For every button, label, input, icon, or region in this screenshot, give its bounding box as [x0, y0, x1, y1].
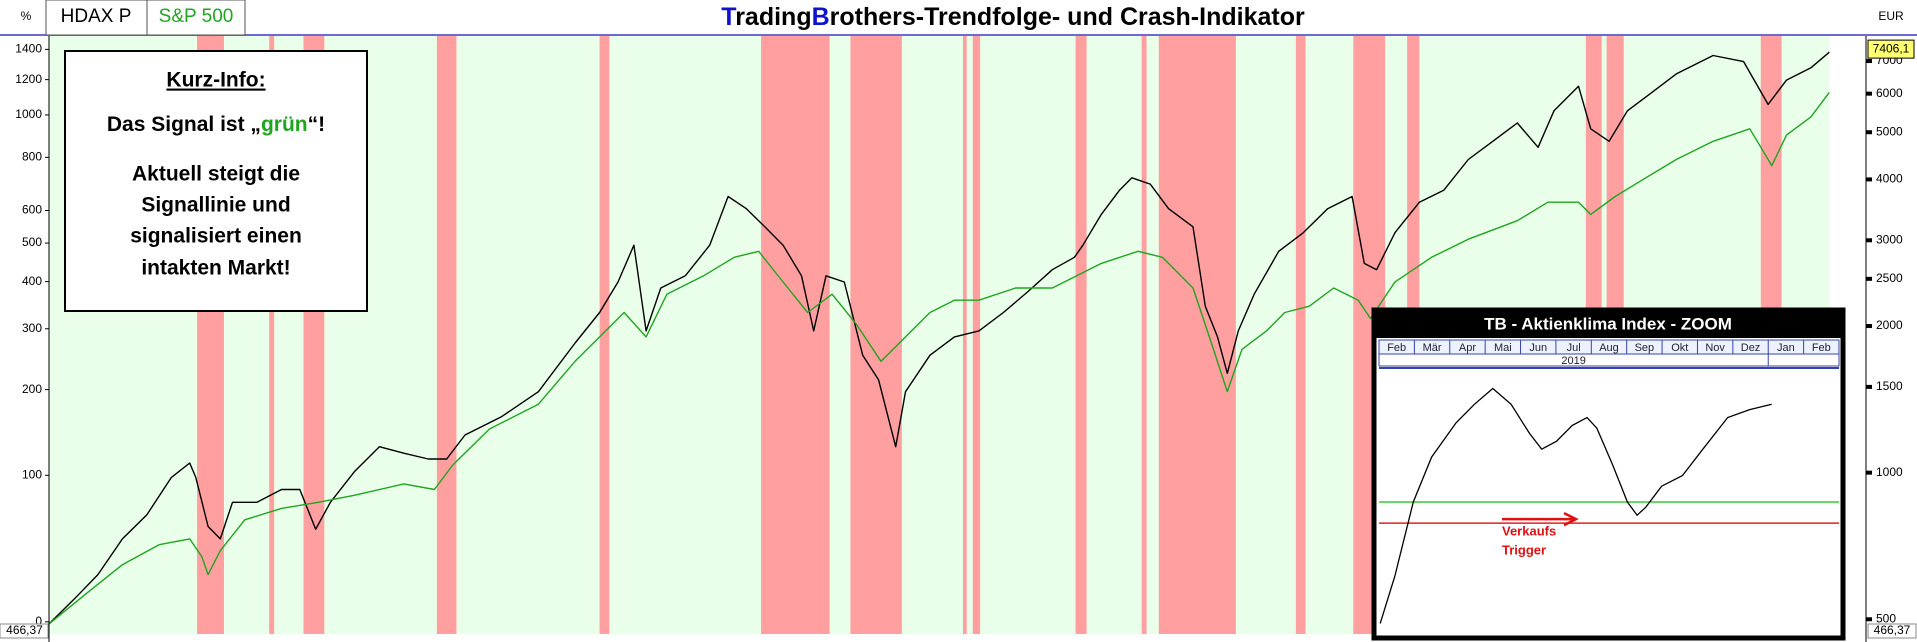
- series-line: [48, 51, 1830, 625]
- last-value-box: [1867, 39, 1915, 59]
- year-row: [1378, 353, 1840, 367]
- bottom-value-box: [1867, 623, 1917, 639]
- signal-part: Das Signal ist „: [107, 113, 261, 136]
- bottom-value-label: 466,37: [1874, 623, 1911, 637]
- month-label: Jun: [1529, 342, 1547, 354]
- y-tick-label: 400: [22, 274, 42, 288]
- y-tick-label: 600: [22, 203, 42, 217]
- series-line: [48, 91, 1830, 625]
- y2-tick-label: 4000: [1876, 172, 1903, 186]
- title-part: B: [812, 3, 830, 31]
- signal-part: grün: [261, 113, 308, 136]
- inset-title-bar: [1374, 310, 1843, 338]
- unit-right: EUR: [1878, 9, 1904, 23]
- y2-tick-label: 1500: [1876, 379, 1903, 393]
- y-tick-label: 1400: [15, 42, 42, 56]
- tab-box[interactable]: [45, 0, 148, 36]
- last-value-label: 7406,1: [1873, 41, 1910, 55]
- crash-band: [1141, 36, 1147, 634]
- info-box: [64, 50, 368, 312]
- title-part: T: [721, 3, 736, 31]
- y-tick-label: 500: [22, 235, 42, 249]
- bottom-value-box: [0, 623, 49, 639]
- y2-tick-label: 1000: [1876, 465, 1903, 479]
- month-label: Dez: [1741, 342, 1761, 354]
- info-line: signalisiert einen: [130, 225, 302, 248]
- crash-band: [599, 36, 610, 634]
- month-label: Mär: [1423, 342, 1442, 354]
- signal-part: “!: [308, 113, 326, 136]
- month-label: Aug: [1599, 342, 1619, 354]
- crash-band: [972, 36, 981, 634]
- month-label: Jul: [1567, 342, 1581, 354]
- y2-tick-label: 3000: [1876, 232, 1903, 246]
- y-tick-label: 1000: [15, 107, 42, 121]
- y-tick-label: 0: [35, 614, 42, 628]
- bottom-value-label: 466,37: [6, 623, 43, 637]
- unit-left: %: [21, 9, 32, 23]
- y2-tick-label: 6000: [1876, 86, 1903, 100]
- inset-chart: TB - Aktienklima Index - ZOOM Feb Mär Apr Ma…: [1371, 307, 1846, 641]
- month-label: Feb: [1387, 342, 1406, 354]
- inset-title: TB - Aktienklima Index - ZOOM: [1484, 314, 1732, 333]
- crash-band: [1075, 36, 1087, 634]
- month-label: Okt: [1671, 342, 1688, 354]
- index-line: [1379, 387, 1772, 624]
- trigger-label: Verkaufs: [1502, 524, 1556, 539]
- y-tick-label: 200: [22, 382, 42, 396]
- y-tick-label: 800: [22, 150, 42, 164]
- month-label: Apr: [1459, 342, 1476, 354]
- y2-tick-label: 2000: [1876, 318, 1903, 332]
- month-label: Feb: [1812, 342, 1831, 354]
- title-part: rading: [735, 3, 811, 31]
- info-signal: Das Signal ist „grün“!: [107, 113, 325, 136]
- crash-band: [1158, 36, 1236, 634]
- y-tick-label: 300: [22, 321, 42, 335]
- tab-label[interactable]: S&P 500: [159, 6, 234, 27]
- right-axis-bg: [1866, 36, 1917, 642]
- y2-tick-label: 500: [1876, 611, 1896, 625]
- month-label: Nov: [1705, 342, 1725, 354]
- crash-band: [269, 36, 275, 634]
- year-label: 2019: [1561, 355, 1585, 367]
- y-tick-label: 100: [22, 467, 42, 481]
- month-label: Jan: [1777, 342, 1795, 354]
- title-part: rothers-Trendfolge- und Crash-Indikator: [830, 3, 1305, 31]
- y2-tick-label: 5000: [1876, 124, 1903, 138]
- info-line: Signallinie und: [141, 194, 290, 217]
- y2-tick-label: 2500: [1876, 271, 1903, 285]
- tab-label[interactable]: HDAX P: [61, 6, 132, 27]
- y-tick-label: 1200: [15, 72, 42, 86]
- info-line: Aktuell steigt die: [132, 163, 300, 186]
- chart-title: TradingBrothers-Trendfolge- und Crash-In…: [721, 3, 1305, 31]
- month-label: Mai: [1494, 342, 1512, 354]
- left-axis-bg: [0, 36, 49, 642]
- month-label: Sep: [1635, 342, 1655, 354]
- tab-box[interactable]: [146, 0, 246, 36]
- info-heading: Kurz-Info:: [166, 69, 265, 92]
- trigger-label: Trigger: [1502, 543, 1546, 558]
- crash-band: [850, 36, 902, 634]
- trigger-arrow: [1502, 512, 1579, 527]
- info-line: intakten Markt!: [141, 257, 290, 280]
- crash-band: [761, 36, 830, 634]
- header-bar: [0, 0, 1917, 35]
- crash-band: [436, 36, 457, 634]
- crash-band: [1295, 36, 1306, 634]
